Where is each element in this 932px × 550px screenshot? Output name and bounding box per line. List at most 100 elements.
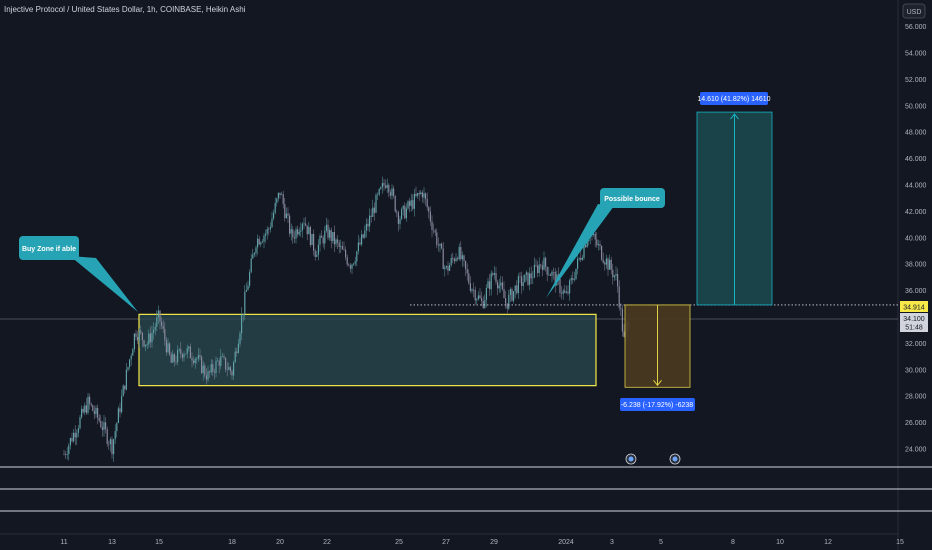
candle-body bbox=[524, 274, 526, 283]
candle-body bbox=[530, 273, 532, 279]
buy-zone-callout[interactable] bbox=[19, 236, 79, 260]
candle-body bbox=[71, 438, 73, 442]
short-label: -6.238 (-17.92%) -6238 bbox=[621, 402, 693, 409]
candle-body bbox=[201, 356, 203, 374]
price-tick-label: 32.000 bbox=[905, 341, 927, 348]
candle-body bbox=[474, 289, 476, 301]
candle-body bbox=[316, 254, 318, 257]
candle-body bbox=[455, 258, 457, 262]
candle-body bbox=[156, 317, 158, 327]
bounce-callout[interactable] bbox=[600, 188, 665, 208]
price-tick-label: 48.000 bbox=[905, 130, 927, 137]
candle-body bbox=[265, 233, 267, 236]
entry-price-tag bbox=[900, 301, 928, 312]
candle-body bbox=[213, 371, 215, 373]
candle-body bbox=[74, 432, 76, 438]
candle-body bbox=[212, 364, 214, 372]
candle-body bbox=[604, 262, 606, 265]
candle-body bbox=[89, 396, 91, 404]
candle-body bbox=[333, 232, 335, 245]
candle-body bbox=[221, 356, 223, 357]
candle-body bbox=[538, 264, 540, 273]
candle-body bbox=[617, 273, 619, 287]
buy-zone-rectangle[interactable] bbox=[138, 313, 597, 387]
candle-body bbox=[293, 237, 295, 239]
candle-body bbox=[225, 357, 227, 370]
time-axis[interactable]: 11 13 15 18 20 22 25 27 29 2024 3 5 8 10 12 15 bbox=[60, 539, 904, 546]
candle-body bbox=[73, 432, 75, 442]
candle-body bbox=[236, 351, 238, 353]
candle-body bbox=[561, 292, 563, 294]
candle-body bbox=[506, 303, 508, 309]
candle-body bbox=[109, 439, 111, 445]
candle-body bbox=[505, 298, 507, 304]
candle-body bbox=[154, 326, 156, 330]
price-axis[interactable]: 56.000 54.000 52.000 50.000 48.000 46.000 44.0… bbox=[905, 24, 927, 453]
candle-body bbox=[97, 407, 99, 418]
candle-body bbox=[433, 229, 435, 231]
candle-body bbox=[140, 330, 142, 333]
candle-body bbox=[513, 291, 515, 301]
candle-body bbox=[322, 237, 324, 244]
candle-body bbox=[253, 252, 255, 255]
candle-body bbox=[260, 242, 262, 245]
candle-body bbox=[380, 187, 382, 189]
currency-button[interactable] bbox=[902, 3, 926, 19]
candle-body bbox=[226, 369, 228, 371]
candle-body bbox=[138, 330, 140, 341]
candle-body bbox=[130, 355, 132, 360]
candle-body bbox=[228, 367, 230, 370]
candle-body bbox=[129, 359, 131, 368]
candle-body bbox=[186, 348, 188, 354]
candle-body bbox=[209, 371, 211, 373]
candle-body bbox=[367, 223, 369, 227]
event-flag-dot bbox=[628, 456, 634, 462]
candle-body bbox=[401, 209, 403, 220]
candle-body bbox=[239, 333, 241, 344]
time-tick-label: 18 bbox=[228, 539, 236, 546]
candle-body bbox=[92, 405, 94, 411]
candle-body bbox=[405, 208, 407, 219]
candle-body bbox=[601, 245, 603, 260]
candle-body bbox=[585, 245, 587, 248]
entry-price-value: 34.914 bbox=[903, 305, 925, 312]
candle-body bbox=[170, 354, 172, 363]
candle-body bbox=[183, 354, 185, 358]
price-tick-label: 52.000 bbox=[905, 77, 927, 84]
candle-body bbox=[292, 229, 294, 238]
candle-body bbox=[65, 454, 67, 456]
candle-body bbox=[525, 272, 527, 275]
candle-body bbox=[103, 422, 105, 430]
candle-body bbox=[305, 223, 307, 226]
short-label-box bbox=[620, 398, 695, 411]
candle-body bbox=[503, 289, 505, 299]
candle-body bbox=[151, 332, 153, 343]
price-tick-label: 30.000 bbox=[905, 367, 927, 374]
candle-body bbox=[141, 332, 143, 341]
candle-body bbox=[332, 232, 334, 241]
candle-body bbox=[410, 200, 412, 206]
candle-body bbox=[468, 273, 470, 284]
candle-body bbox=[173, 354, 175, 362]
candle-body bbox=[233, 362, 235, 376]
candle-body bbox=[84, 405, 86, 413]
candle-body bbox=[95, 407, 97, 415]
candle-body bbox=[489, 281, 491, 290]
long-label: 14.610 (41.82%) 14610 bbox=[697, 96, 770, 103]
candle-body bbox=[298, 231, 300, 235]
candle-body bbox=[508, 294, 510, 309]
candle-body bbox=[452, 257, 454, 259]
candle-body bbox=[164, 328, 166, 340]
candle-body bbox=[516, 285, 518, 294]
candle-body bbox=[157, 310, 159, 318]
candle-body bbox=[605, 258, 607, 265]
candle-body bbox=[98, 417, 100, 421]
candle-body bbox=[517, 276, 519, 294]
candle-body bbox=[421, 192, 423, 198]
candle-body bbox=[375, 194, 377, 213]
candle-body bbox=[308, 227, 310, 235]
candle-body bbox=[161, 321, 163, 327]
candle-body bbox=[185, 353, 187, 355]
candle-body bbox=[583, 245, 585, 258]
